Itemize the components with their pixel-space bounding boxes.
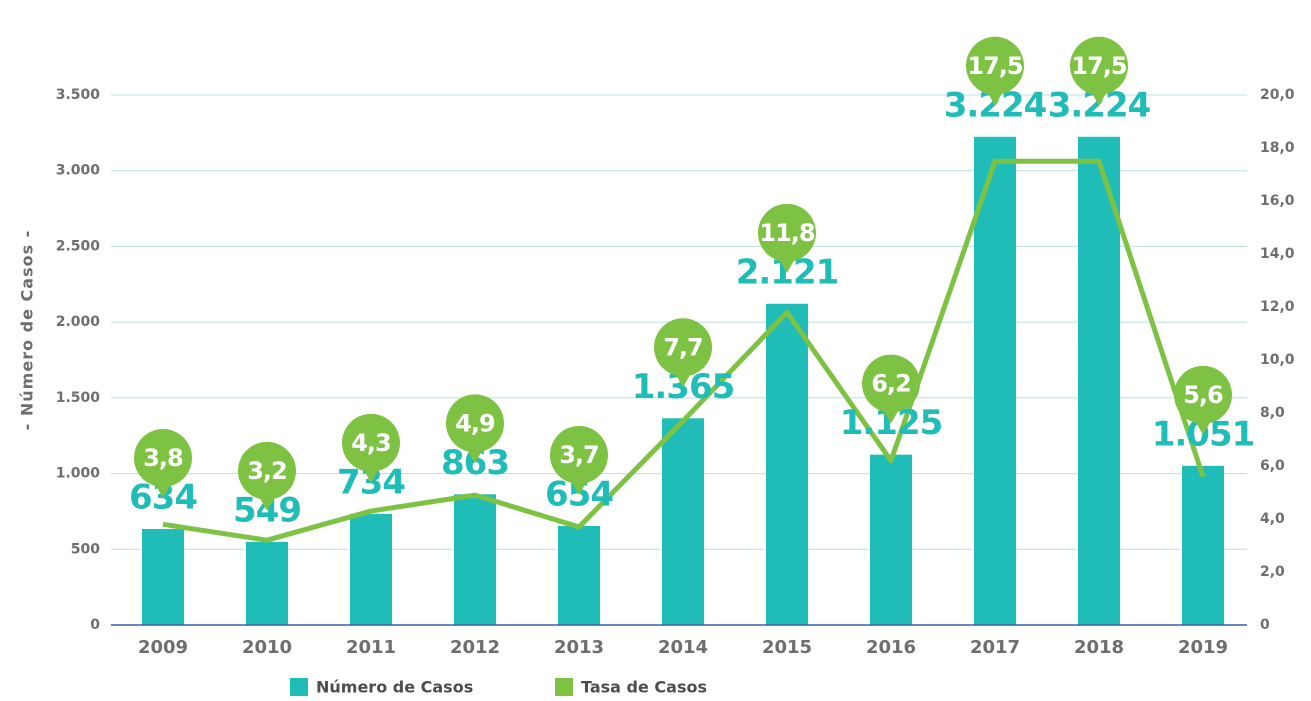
- label-bubble: [966, 36, 1024, 95]
- y2-tick-label: 18,0: [1260, 140, 1295, 156]
- bar: [454, 494, 496, 625]
- y2-tick-label: 2,0: [1260, 564, 1285, 580]
- y2-tick-label: 4,0: [1260, 511, 1285, 527]
- y2-tick-label: 20,0: [1260, 87, 1295, 103]
- legend-label: Tasa de Casos: [581, 678, 707, 697]
- y2-tick-label: 16,0: [1260, 193, 1295, 209]
- y-tick-label: 2.500: [56, 238, 101, 254]
- bar: [1182, 465, 1224, 625]
- label-bubble: [654, 318, 712, 377]
- legend-swatch: [555, 678, 573, 696]
- bar: [246, 541, 288, 625]
- x-tick-label: 2018: [1074, 637, 1124, 658]
- value-label: 3,8: [143, 444, 183, 472]
- label-bubble: [758, 203, 816, 262]
- bar: [766, 303, 808, 625]
- legend-swatch: [290, 678, 308, 696]
- y-tick-label: 0: [90, 617, 100, 633]
- value-label: 3,7: [559, 441, 599, 469]
- y-tick-label: 3.500: [56, 87, 101, 103]
- y-tick-label: 1.000: [56, 466, 101, 482]
- x-tick-label: 2019: [1178, 637, 1228, 658]
- label-bubble: [342, 413, 400, 472]
- bar: [870, 454, 912, 625]
- x-tick-label: 2013: [554, 637, 604, 658]
- x-tick-label: 2012: [450, 637, 500, 658]
- label-bubble: [550, 425, 608, 484]
- label-bubble: [238, 441, 296, 500]
- value-label: 11,8: [759, 219, 815, 247]
- value-label: 4,3: [351, 429, 391, 457]
- y2-tick-label: 0: [1260, 617, 1270, 633]
- y2-tick-label: 10,0: [1260, 352, 1295, 368]
- value-label: 6,2: [871, 370, 911, 398]
- bar: [558, 525, 600, 625]
- value-label: 17,5: [1071, 52, 1127, 80]
- x-tick-label: 2011: [346, 637, 396, 658]
- y2-tick-label: 6,0: [1260, 458, 1285, 474]
- label-bubble: [862, 354, 920, 413]
- x-tick-label: 2016: [866, 637, 916, 658]
- bar: [350, 513, 392, 625]
- bar: [1078, 136, 1120, 625]
- label-bubble: [1070, 36, 1128, 95]
- value-label: 4,9: [455, 409, 495, 437]
- value-label: 7,7: [663, 333, 703, 361]
- x-tick-label: 2015: [762, 637, 812, 658]
- label-bubble: [134, 428, 192, 487]
- y2-tick-label: 12,0: [1260, 299, 1295, 315]
- x-tick-label: 2010: [242, 637, 292, 658]
- y-axis-title: - Número de Casos -: [18, 230, 37, 431]
- value-label: 17,5: [967, 52, 1023, 80]
- value-label: 3,2: [247, 457, 287, 485]
- value-label: 5,6: [1183, 381, 1223, 409]
- x-tick-label: 2017: [970, 637, 1020, 658]
- y-tick-label: 2.000: [56, 314, 101, 330]
- y-tick-label: 1.500: [56, 390, 101, 406]
- line: [162, 158, 1206, 543]
- bar: [974, 136, 1016, 625]
- y2-tick-label: 14,0: [1260, 246, 1295, 262]
- label-bubble: [1174, 365, 1232, 424]
- y-tick-label: 500: [71, 541, 100, 557]
- legend-label: Número de Casos: [316, 678, 473, 697]
- y-tick-label: 3.000: [56, 163, 101, 179]
- x-tick-label: 2009: [138, 637, 188, 658]
- bar: [662, 418, 704, 625]
- x-tick-label: 2014: [658, 637, 708, 658]
- bar: [142, 528, 184, 625]
- label-bubble: [446, 394, 504, 453]
- y2-tick-label: 8,0: [1260, 405, 1285, 421]
